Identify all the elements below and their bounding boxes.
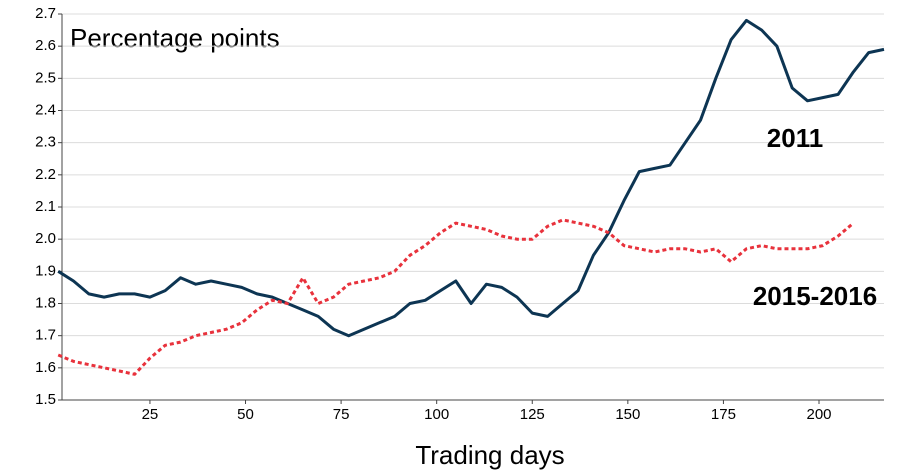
x-tick-label: 150 bbox=[615, 406, 640, 423]
series-label: 2015-2016 bbox=[753, 281, 877, 311]
x-tick-label: 100 bbox=[424, 406, 449, 423]
y-tick-label: 1.5 bbox=[35, 391, 56, 408]
x-tick-label: 75 bbox=[333, 406, 350, 423]
y-tick-label: 1.6 bbox=[35, 359, 56, 376]
y-tick-label: 1.8 bbox=[35, 294, 56, 311]
y-tick-label: 1.7 bbox=[35, 327, 56, 344]
x-tick-label: 200 bbox=[806, 406, 831, 423]
y-axis-label: Percentage points bbox=[70, 23, 280, 53]
y-tick-label: 2.5 bbox=[35, 69, 56, 86]
series-label: 2011 bbox=[767, 123, 823, 153]
y-tick-label: 2.6 bbox=[35, 37, 56, 54]
x-tick-label: 125 bbox=[520, 406, 545, 423]
x-tick-label: 50 bbox=[237, 406, 254, 423]
x-tick-label: 25 bbox=[142, 406, 159, 423]
x-tick-label: 175 bbox=[711, 406, 736, 423]
y-tick-label: 2.7 bbox=[35, 5, 56, 22]
y-tick-label: 1.9 bbox=[35, 262, 56, 279]
y-tick-label: 2.2 bbox=[35, 166, 56, 183]
y-tick-label: 2.1 bbox=[35, 198, 56, 215]
y-tick-label: 2.4 bbox=[35, 101, 56, 118]
y-tick-label: 2.3 bbox=[35, 134, 56, 151]
series-line bbox=[57, 18, 885, 338]
x-axis-label: Trading days bbox=[415, 440, 564, 470]
y-tick-label: 2.0 bbox=[35, 230, 56, 247]
series-line bbox=[57, 218, 855, 376]
